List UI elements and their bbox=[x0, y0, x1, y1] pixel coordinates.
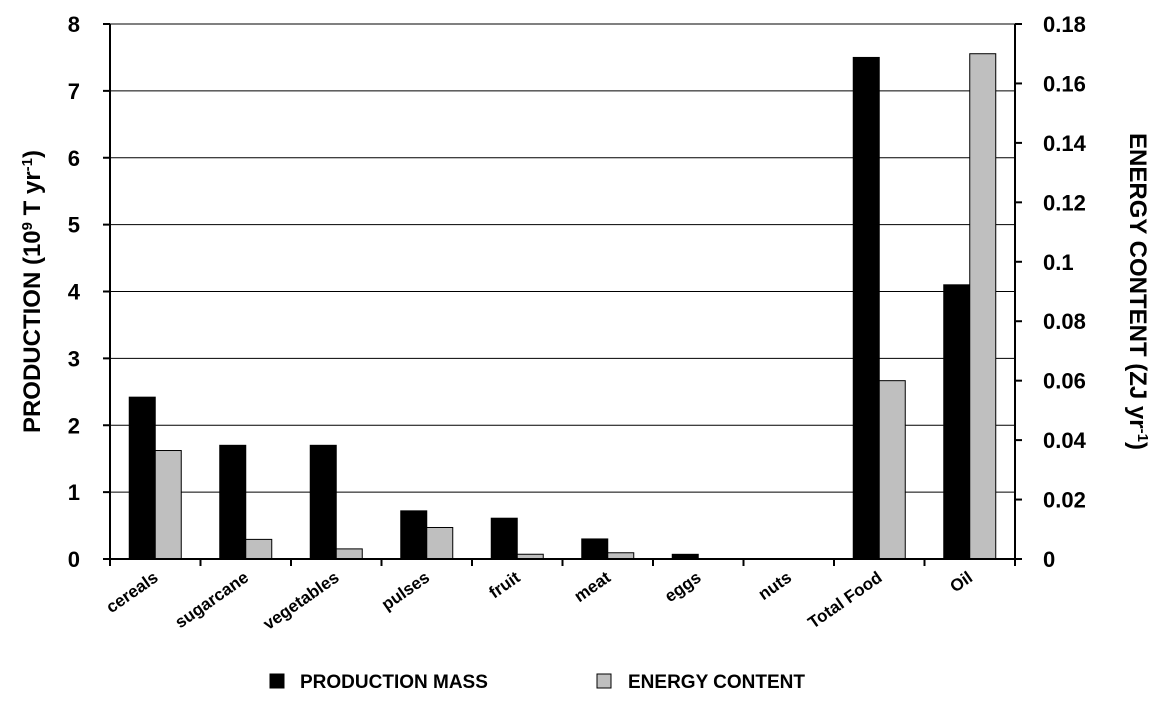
y-right-tick-label: 0.06 bbox=[1043, 369, 1086, 394]
bars bbox=[128, 53, 997, 560]
category-label: nuts bbox=[755, 568, 795, 604]
bar-production-4 bbox=[490, 517, 518, 560]
category-label: meat bbox=[571, 568, 615, 607]
category-label: sugarcane bbox=[171, 568, 252, 632]
legend-label-energy: ENERGY CONTENT bbox=[628, 672, 805, 693]
y-right-tick-label: 0 bbox=[1043, 547, 1055, 572]
y-left-axis-title: PRODUCTION (109 T yr-1) bbox=[19, 150, 47, 433]
bar-energy-1 bbox=[245, 538, 273, 560]
y-left-tick-label: 5 bbox=[68, 213, 80, 238]
bar-production-1 bbox=[219, 444, 247, 560]
bar-energy-9 bbox=[969, 53, 997, 560]
y-right-axis-title: ENERGY CONTENT (ZJ yr-1) bbox=[1124, 133, 1152, 450]
y-left-tick-label: 2 bbox=[68, 413, 80, 438]
category-label: pulses bbox=[378, 568, 433, 614]
y-right-tick-label: 0.12 bbox=[1043, 190, 1086, 215]
y-right-tick-label: 0.18 bbox=[1043, 12, 1086, 37]
y-left-tick-label: 6 bbox=[68, 146, 80, 171]
legend-label-production: PRODUCTION MASS bbox=[300, 672, 488, 693]
y-left-tick-label: 0 bbox=[68, 547, 80, 572]
bar-energy-3 bbox=[426, 526, 454, 560]
bar-production-5 bbox=[581, 538, 609, 560]
bar-production-8 bbox=[852, 56, 880, 560]
axes bbox=[103, 23, 1022, 566]
y-right-tick-label: 0.04 bbox=[1043, 428, 1087, 453]
category-label: Oil bbox=[947, 568, 976, 597]
y-right-tick-label: 0.14 bbox=[1043, 131, 1087, 156]
y-left-tick-label: 3 bbox=[68, 346, 80, 371]
bar-energy-8 bbox=[878, 380, 906, 560]
y-right-tick-label: 0.16 bbox=[1043, 71, 1086, 96]
y-left-tick-label: 1 bbox=[68, 480, 80, 505]
legend-swatch-energy bbox=[596, 673, 612, 689]
category-label: cereals bbox=[103, 568, 162, 617]
y-left-tick-label: 7 bbox=[68, 79, 80, 104]
bar-production-0 bbox=[128, 396, 156, 560]
legend: PRODUCTION MASS ENERGY CONTENT bbox=[269, 672, 805, 693]
bar-energy-2 bbox=[335, 548, 363, 560]
category-label: Total Food bbox=[805, 568, 886, 633]
y-left-tick-label: 4 bbox=[68, 280, 81, 305]
bar-production-3 bbox=[400, 510, 428, 560]
bar-production-2 bbox=[309, 444, 337, 560]
category-label: vegetables bbox=[260, 568, 343, 634]
category-label: fruit bbox=[486, 568, 524, 603]
y-left-tick-label: 8 bbox=[68, 12, 80, 37]
category-label: eggs bbox=[661, 568, 704, 606]
bar-production-9 bbox=[943, 284, 971, 560]
y-right-tick-label: 0.02 bbox=[1043, 488, 1086, 513]
legend-swatch-production bbox=[269, 673, 285, 689]
bar-energy-0 bbox=[154, 450, 182, 560]
y-right-tick-label: 0.08 bbox=[1043, 309, 1086, 334]
y-right-tick-label: 0.1 bbox=[1043, 250, 1074, 275]
gridlines bbox=[110, 23, 1015, 493]
